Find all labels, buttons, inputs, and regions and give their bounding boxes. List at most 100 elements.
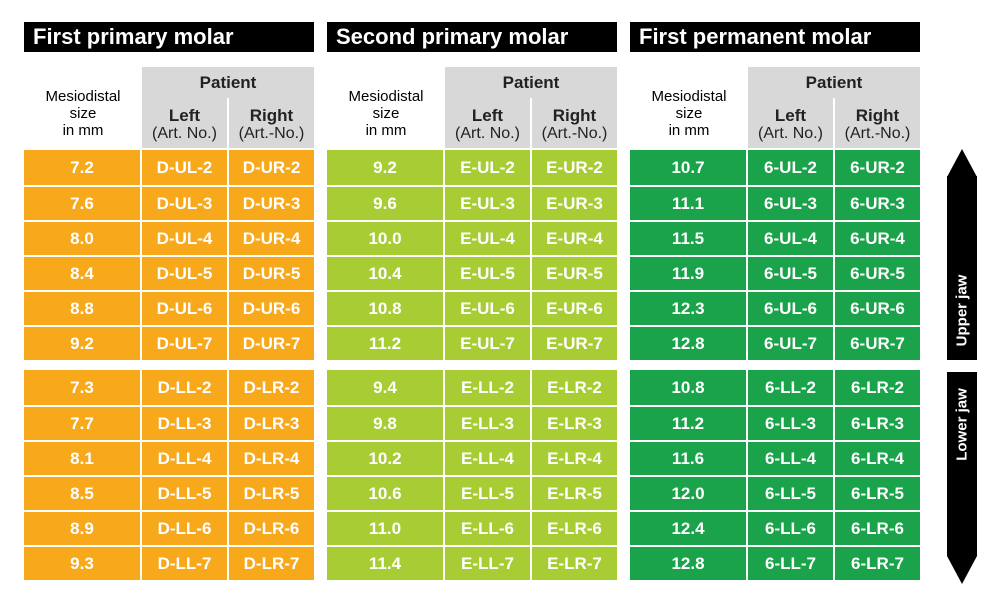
right-art-cell: D-UR-4 — [229, 220, 314, 255]
right-art-cell: 6-UR-7 — [835, 325, 920, 360]
size-header: Mesiodistal size in mm — [630, 88, 748, 139]
size-cell: 9.2 — [327, 150, 443, 185]
size-cell: 9.8 — [327, 405, 443, 440]
left-art-cell: E-UL-4 — [445, 220, 530, 255]
table-row: 10.8 6-LL-2 6-LR-2 — [630, 370, 920, 405]
right-label: Right — [552, 106, 597, 125]
right-art-cell: D-LR-4 — [229, 440, 314, 475]
size-header-line: in mm — [668, 122, 710, 139]
right-art-cell: E-UR-6 — [532, 290, 617, 325]
size-header-line: size — [69, 105, 97, 122]
table-row: 12.8 6-LL-7 6-LR-7 — [630, 545, 920, 580]
size-cell: 8.9 — [24, 510, 140, 545]
size-cell: 8.5 — [24, 475, 140, 510]
size-header: Mesiodistal size in mm — [327, 88, 445, 139]
left-art-cell: E-LL-6 — [445, 510, 530, 545]
left-art-cell: D-LL-3 — [142, 405, 227, 440]
size-header-line: size — [675, 105, 703, 122]
size-header: Mesiodistal size in mm — [24, 88, 142, 139]
left-art-cell: 6-UL-7 — [748, 325, 833, 360]
size-cell: 11.1 — [630, 185, 746, 220]
upper-jaw-rows: 10.7 6-UL-2 6-UR-2 11.1 6-UL-3 6-UR-3 11.5 6-UL… — [630, 150, 920, 360]
section-title: Second primary molar — [327, 22, 617, 52]
left-art-cell: E-LL-5 — [445, 475, 530, 510]
left-label: Left — [168, 106, 201, 125]
size-cell: 12.3 — [630, 290, 746, 325]
upper-jaw-rows: 9.2 E-UL-2 E-UR-2 9.6 E-UL-3 E-UR-3 10.0 E-UL-4… — [327, 150, 617, 360]
size-header-line: size — [372, 105, 400, 122]
table-row: 8.4 D-UL-5 D-UR-5 — [24, 255, 314, 290]
right-art-cell: E-UR-2 — [532, 150, 617, 185]
lower-jaw-rows: 9.4 E-LL-2 E-LR-2 9.8 E-LL-3 E-LR-3 10.2 E-LL-4… — [327, 370, 617, 580]
size-cell: 8.4 — [24, 255, 140, 290]
header-divider — [833, 98, 835, 148]
size-cell: 8.1 — [24, 440, 140, 475]
size-cell: 12.8 — [630, 545, 746, 580]
size-cell: 9.4 — [327, 370, 443, 405]
right-art-cell: E-UR-7 — [532, 325, 617, 360]
right-art-cell: E-UR-5 — [532, 255, 617, 290]
left-art-cell: E-LL-3 — [445, 405, 530, 440]
size-cell: 11.9 — [630, 255, 746, 290]
size-cell: 12.8 — [630, 325, 746, 360]
left-art-cell: D-UL-6 — [142, 290, 227, 325]
size-cell: 10.6 — [327, 475, 443, 510]
right-art-cell: 6-LR-7 — [835, 545, 920, 580]
size-cell: 9.3 — [24, 545, 140, 580]
upper-jaw-rows: 7.2 D-UL-2 D-UR-2 7.6 D-UL-3 D-UR-3 8.0 D-UL-4 D… — [24, 150, 314, 360]
table-row: 8.5 D-LL-5 D-LR-5 — [24, 475, 314, 510]
size-cell: 11.0 — [327, 510, 443, 545]
section-title: First primary molar — [24, 22, 314, 52]
right-art-cell: 6-LR-3 — [835, 405, 920, 440]
left-art-cell: E-LL-2 — [445, 370, 530, 405]
left-art-cell: 6-UL-5 — [748, 255, 833, 290]
table-row: 7.2 D-UL-2 D-UR-2 — [24, 150, 314, 185]
size-cell: 10.2 — [327, 440, 443, 475]
left-art-cell: D-LL-7 — [142, 545, 227, 580]
table-row: 11.6 6-LL-4 6-LR-4 — [630, 440, 920, 475]
left-art-cell: E-LL-4 — [445, 440, 530, 475]
left-art-cell: 6-LL-7 — [748, 545, 833, 580]
size-cell: 11.4 — [327, 545, 443, 580]
left-art-cell: D-LL-5 — [142, 475, 227, 510]
size-cell: 9.6 — [327, 185, 443, 220]
right-art-cell: D-UR-2 — [229, 150, 314, 185]
size-cell: 10.8 — [630, 370, 746, 405]
right-art-cell: D-UR-7 — [229, 325, 314, 360]
left-art-cell: E-UL-6 — [445, 290, 530, 325]
left-art-cell: E-UL-3 — [445, 185, 530, 220]
table-row: 12.4 6-LL-6 6-LR-6 — [630, 510, 920, 545]
table-row: 11.0 E-LL-6 E-LR-6 — [327, 510, 617, 545]
right-art-cell: E-LR-7 — [532, 545, 617, 580]
size-cell: 11.2 — [630, 405, 746, 440]
left-art-cell: 6-UL-4 — [748, 220, 833, 255]
left-art-cell: 6-LL-2 — [748, 370, 833, 405]
size-cell: 10.4 — [327, 255, 443, 290]
left-art-cell: 6-LL-4 — [748, 440, 833, 475]
size-cell: 8.8 — [24, 290, 140, 325]
left-art-cell: 6-LL-3 — [748, 405, 833, 440]
right-art-cell: 6-LR-2 — [835, 370, 920, 405]
patient-header: Patient — [748, 67, 920, 98]
table-row: 7.6 D-UL-3 D-UR-3 — [24, 185, 314, 220]
left-art-cell: E-UL-5 — [445, 255, 530, 290]
table-row: 8.1 D-LL-4 D-LR-4 — [24, 440, 314, 475]
right-art-cell: 6-UR-5 — [835, 255, 920, 290]
table-row: 10.8 E-UL-6 E-UR-6 — [327, 290, 617, 325]
right-art-cell: 6-UR-6 — [835, 290, 920, 325]
right-art-cell: D-LR-7 — [229, 545, 314, 580]
upper-jaw-bar — [947, 176, 977, 360]
left-header: Left (Art. No.) — [748, 98, 833, 148]
right-label: Right — [249, 106, 294, 125]
size-cell: 7.7 — [24, 405, 140, 440]
left-art-cell: E-LL-7 — [445, 545, 530, 580]
left-art-cell: D-UL-4 — [142, 220, 227, 255]
size-cell: 12.4 — [630, 510, 746, 545]
table-row: 11.2 6-LL-3 6-LR-3 — [630, 405, 920, 440]
right-art-label: (Art.-No.) — [541, 125, 608, 142]
lower-jaw-bar — [947, 372, 977, 556]
right-art-label: (Art.-No.) — [844, 125, 911, 142]
patient-header: Patient — [142, 67, 314, 98]
right-art-cell: D-LR-6 — [229, 510, 314, 545]
right-art-cell: E-UR-4 — [532, 220, 617, 255]
